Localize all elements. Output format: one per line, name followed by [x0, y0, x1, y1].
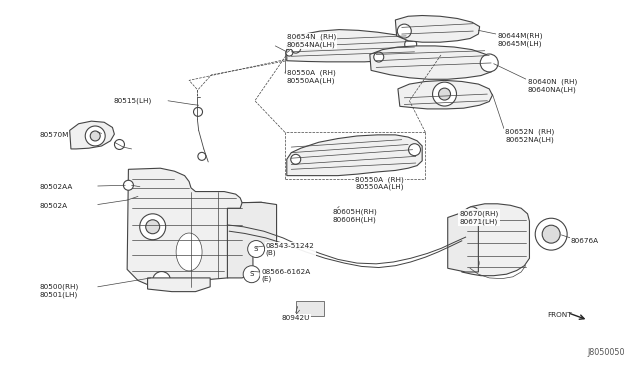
Bar [296, 301, 324, 317]
Circle shape [542, 225, 560, 243]
Circle shape [433, 82, 456, 106]
Text: 08566-6162A
(E): 08566-6162A (E) [261, 269, 310, 282]
Circle shape [438, 88, 451, 100]
Polygon shape [461, 204, 529, 276]
Circle shape [248, 241, 264, 257]
Polygon shape [396, 16, 479, 42]
Polygon shape [127, 168, 276, 289]
Circle shape [291, 43, 301, 53]
Circle shape [140, 214, 166, 240]
Circle shape [193, 108, 202, 116]
Circle shape [535, 218, 567, 250]
Polygon shape [287, 30, 417, 62]
Text: 80502AA: 80502AA [39, 184, 72, 190]
Circle shape [397, 24, 412, 38]
Text: 80654N  (RH)
80654NA(LH): 80654N (RH) 80654NA(LH) [287, 34, 336, 48]
Circle shape [291, 154, 301, 164]
Text: 80676A: 80676A [571, 238, 599, 244]
Circle shape [243, 266, 260, 283]
Text: 80570M: 80570M [39, 132, 68, 138]
Circle shape [198, 153, 206, 160]
Polygon shape [70, 121, 115, 149]
Circle shape [85, 126, 105, 146]
Text: 80644M(RH)
80645M(LH): 80644M(RH) 80645M(LH) [497, 33, 543, 46]
Circle shape [465, 207, 479, 221]
Polygon shape [227, 202, 276, 278]
Circle shape [465, 256, 479, 270]
Text: S: S [250, 271, 254, 277]
Circle shape [374, 52, 384, 62]
Text: 80550A  (RH)
80550AA(LH): 80550A (RH) 80550AA(LH) [287, 70, 335, 84]
Polygon shape [287, 135, 422, 176]
Circle shape [124, 180, 133, 190]
Text: 80670(RH)
80671(LH): 80670(RH) 80671(LH) [460, 211, 499, 224]
Text: 80640N  (RH)
80640NA(LH): 80640N (RH) 80640NA(LH) [527, 79, 577, 93]
Polygon shape [398, 80, 492, 109]
Circle shape [90, 131, 100, 141]
Text: 80502A: 80502A [39, 203, 67, 209]
Text: 80515(LH): 80515(LH) [113, 97, 151, 104]
Text: J8050050: J8050050 [588, 348, 625, 357]
Text: S: S [254, 246, 259, 252]
Polygon shape [448, 210, 478, 272]
Text: 80942U: 80942U [282, 315, 310, 321]
Circle shape [153, 272, 171, 289]
Circle shape [286, 49, 293, 56]
Circle shape [115, 140, 124, 150]
Text: 80550A  (RH)
80550AA(LH): 80550A (RH) 80550AA(LH) [355, 176, 404, 190]
Circle shape [404, 38, 417, 50]
Text: FRONT: FRONT [547, 312, 572, 318]
Circle shape [146, 220, 159, 234]
Text: 80500(RH)
80501(LH): 80500(RH) 80501(LH) [39, 283, 78, 298]
Circle shape [408, 144, 420, 155]
Text: 08543-51242
(B): 08543-51242 (B) [266, 243, 315, 257]
Polygon shape [370, 46, 495, 79]
Circle shape [480, 54, 498, 72]
Ellipse shape [176, 233, 202, 271]
Text: 80652N  (RH)
80652NA(LH): 80652N (RH) 80652NA(LH) [505, 129, 554, 143]
Polygon shape [148, 278, 210, 292]
Text: 80605H(RH)
80606H(LH): 80605H(RH) 80606H(LH) [333, 209, 378, 223]
